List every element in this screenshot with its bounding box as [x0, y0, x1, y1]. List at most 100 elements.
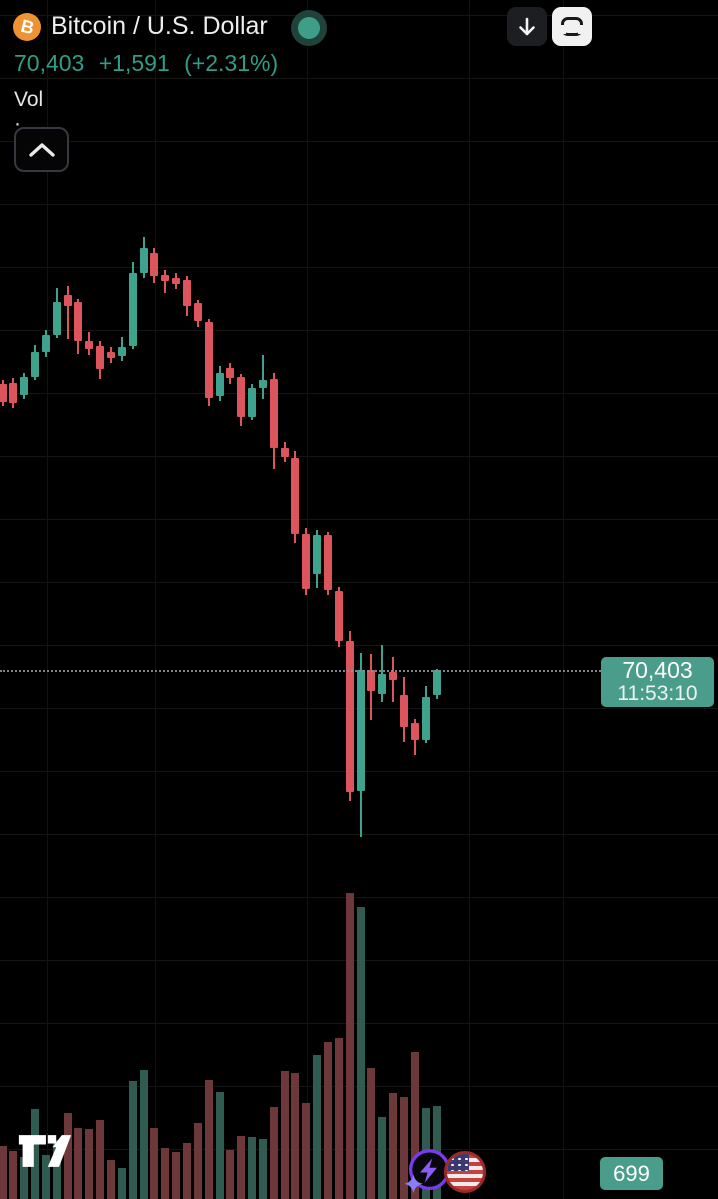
candle [356, 670, 365, 792]
volume-bar [345, 893, 354, 1199]
volume-bar [139, 1069, 148, 1199]
volume-bar [20, 1156, 29, 1199]
volume-bar [291, 1073, 300, 1199]
candle [172, 278, 181, 285]
price-row: 70,403 +1,591 (+2.31%) [14, 50, 286, 77]
candle [41, 334, 50, 353]
fullscreen-button[interactable] [552, 7, 592, 46]
volume-bar [107, 1160, 115, 1199]
candle [150, 252, 159, 277]
h-gridline [0, 393, 718, 394]
candle [107, 352, 115, 359]
last-volume-label: 699 [600, 1157, 663, 1190]
volume-bar [378, 1117, 387, 1199]
symbol-title[interactable]: Bitcoin / U.S. Dollar [51, 12, 268, 40]
arrow-down-icon [519, 17, 535, 35]
volume-bar [302, 1102, 311, 1199]
last-price-time: 11:53:10 [617, 682, 698, 705]
candle [421, 696, 430, 741]
volume-bar [334, 1038, 343, 1199]
bitcoin-glyph: B [18, 15, 36, 39]
candle [9, 382, 18, 404]
collapse-header-button[interactable] [14, 127, 69, 172]
candle [399, 694, 408, 727]
expand-icon [560, 17, 584, 36]
candle [410, 722, 419, 741]
candle [182, 280, 191, 306]
candle [161, 274, 170, 282]
h-gridline [0, 78, 718, 79]
price-change: +1,591 [98, 50, 170, 76]
candle-wick [261, 355, 264, 400]
candle [226, 367, 235, 379]
v-gridline [155, 0, 156, 1199]
v-gridline [307, 0, 308, 1199]
candle [139, 248, 148, 274]
candle [215, 372, 224, 397]
last-price: 70,403 [14, 50, 85, 76]
candle-wick [164, 270, 167, 293]
candle [117, 346, 126, 356]
candle [85, 341, 94, 349]
h-gridline [0, 15, 718, 16]
market-status-icon[interactable] [291, 10, 327, 46]
candle [291, 457, 300, 534]
candle [74, 302, 83, 342]
volume-bar [269, 1107, 278, 1199]
candle [345, 641, 354, 793]
volume-bar [258, 1139, 267, 1199]
candle [432, 670, 441, 695]
scroll-to-latest-button[interactable] [507, 7, 547, 46]
h-gridline [0, 204, 718, 205]
volume-bar [172, 1152, 181, 1199]
h-gridline [0, 267, 718, 268]
volume-bar [389, 1092, 398, 1199]
volume-bar [85, 1129, 94, 1199]
candle [280, 448, 289, 457]
volume-bar [150, 1127, 159, 1199]
tradingview-logo[interactable] [17, 1130, 73, 1172]
volume-bar [74, 1127, 83, 1199]
candle [324, 534, 332, 590]
candle [378, 674, 387, 694]
volume-bar [313, 1055, 322, 1199]
candle [367, 670, 376, 692]
candle [52, 301, 61, 335]
v-gridline [469, 0, 470, 1199]
volume-bar [324, 1042, 332, 1199]
flag-canton [447, 1154, 470, 1172]
volume-bar [410, 1052, 419, 1199]
volume-bar [96, 1119, 105, 1199]
volume-bar [128, 1081, 137, 1199]
volume-bar [52, 1140, 61, 1199]
candle [193, 303, 202, 321]
chevron-up-icon [28, 142, 55, 157]
h-gridline [0, 645, 718, 646]
lightning-icon [420, 1158, 437, 1183]
h-gridline [0, 897, 718, 898]
us-flag-icon[interactable] [444, 1151, 486, 1193]
volume-bar [161, 1148, 170, 1199]
candle [20, 377, 29, 395]
candle [269, 378, 278, 449]
volume-bar [117, 1168, 126, 1199]
h-gridline [0, 141, 718, 142]
current-price-line [0, 670, 604, 672]
volume-bar [215, 1092, 224, 1199]
candle [0, 384, 7, 402]
volume-bar [41, 1154, 50, 1199]
volume-bar [182, 1143, 191, 1199]
h-gridline [0, 456, 718, 457]
volume-bar [237, 1136, 246, 1199]
candle [334, 591, 343, 642]
candle [31, 352, 40, 378]
candle [313, 534, 322, 575]
volume-bar [63, 1113, 72, 1199]
candle [258, 379, 267, 389]
candle [204, 322, 213, 398]
candle [128, 273, 137, 346]
volume-bar [399, 1096, 408, 1199]
candle-wick [381, 645, 384, 702]
volume-bar [226, 1150, 235, 1199]
h-gridline [0, 330, 718, 331]
